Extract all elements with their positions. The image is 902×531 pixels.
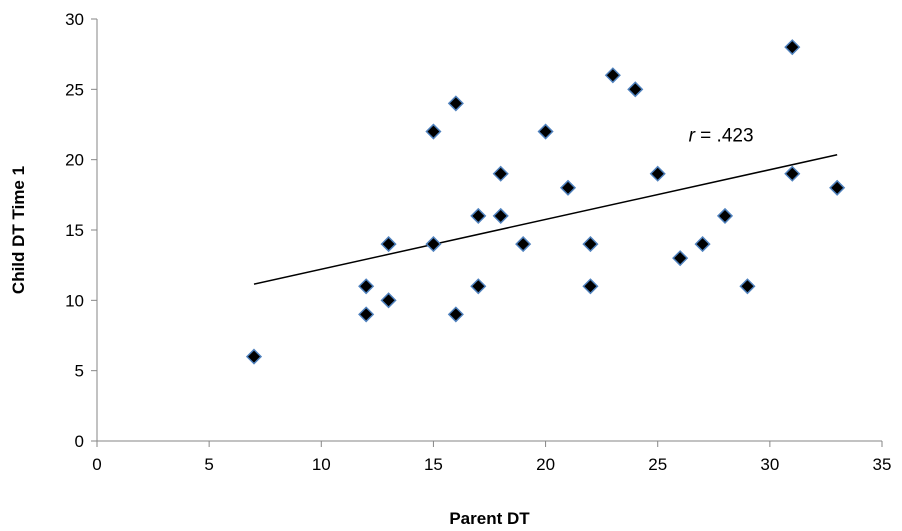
x-tick-label: 35 [873, 455, 892, 474]
data-point [447, 306, 464, 323]
data-point [380, 292, 397, 309]
data-point [425, 123, 442, 140]
y-axis: 0 5 10 15 20 25 30 [65, 10, 98, 451]
x-tick-label: 30 [760, 455, 779, 474]
y-tick-label: 10 [65, 291, 84, 310]
y-tick-label: 15 [65, 221, 84, 240]
data-point [425, 236, 442, 253]
data-point [739, 278, 756, 295]
data-point [672, 250, 689, 267]
correlation-value: = .423 [695, 126, 754, 147]
data-point [582, 278, 599, 295]
data-point [537, 123, 554, 140]
y-tick-label: 5 [75, 362, 84, 381]
data-point [470, 278, 487, 295]
y-tick-label: 25 [65, 80, 84, 99]
data-point [470, 207, 487, 224]
correlation-annotation: r = .423 [689, 126, 754, 147]
data-point [829, 179, 846, 196]
data-point [627, 81, 644, 98]
y-tick-label: 30 [65, 10, 84, 29]
data-point [649, 165, 666, 182]
data-point [559, 179, 577, 196]
x-tick-label: 0 [92, 455, 101, 474]
data-point [716, 207, 734, 224]
data-point [447, 95, 464, 112]
data-point [694, 236, 711, 253]
data-point [380, 236, 397, 253]
x-axis-title: Parent DT [449, 509, 530, 528]
data-point [358, 278, 375, 295]
correlation-symbol: r [689, 126, 696, 147]
x-axis: 0 5 10 15 20 25 30 35 [92, 440, 892, 474]
x-tick-label: 10 [312, 455, 331, 474]
x-tick-label: 15 [424, 455, 443, 474]
y-tick-label: 0 [75, 432, 84, 451]
x-tick-label: 5 [204, 455, 213, 474]
y-tick-label: 20 [65, 151, 84, 170]
data-point [784, 165, 801, 182]
y-axis-title: Child DT Time 1 [9, 166, 28, 294]
x-tick-label: 25 [648, 455, 667, 474]
data-points [245, 39, 846, 365]
data-point [515, 236, 532, 253]
data-point [604, 67, 621, 84]
data-point [245, 348, 263, 365]
data-point [784, 39, 801, 56]
data-point [358, 306, 375, 323]
data-point [492, 165, 509, 182]
data-point [492, 207, 509, 224]
data-point [582, 236, 599, 253]
x-tick-label: 20 [536, 455, 555, 474]
trendline [253, 154, 838, 285]
